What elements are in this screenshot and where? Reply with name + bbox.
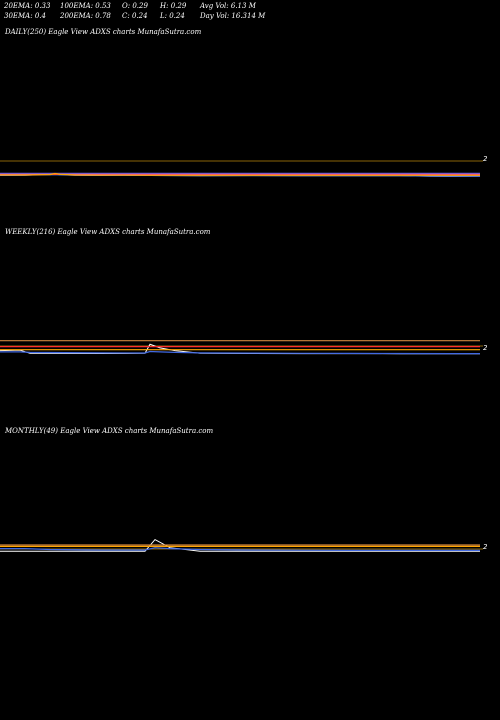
ema100-text: 100EMA: 0.53 [60,2,111,10]
daily-price-label: 2 [483,155,488,163]
ema30-text: 30EMA: 0.4 [4,12,46,20]
monthly-panel-label: MONTHLY(49) Eagle View ADXS charts Munaf… [5,427,214,435]
weekly-panel-label: WEEKLY(216) Eagle View ADXS charts Munaf… [5,228,211,236]
monthly-series-line-1 [0,547,480,552]
high-text: H: 0.29 [160,2,187,10]
day-vol-text: Day Vol: 16.314 M [200,12,266,20]
close-text: C: 0.24 [122,12,148,20]
indicator-header: 20EMA: 0.33 100EMA: 0.53 O: 0.29 H: 0.29… [0,0,500,24]
weekly-price-label: 2 [483,344,488,352]
avg-vol-text: Avg Vol: 6.13 M [200,2,256,10]
low-text: L: 0.24 [160,12,185,20]
monthly-price-label: 2 [483,543,488,551]
daily-series-line-5 [0,172,480,176]
daily-panel-label: DAILY(250) Eagle View ADXS charts Munafa… [5,28,202,36]
ema200-text: 200EMA: 0.78 [60,12,111,20]
open-text: O: 0.29 [122,2,148,10]
weekly-series-line-1 [0,350,480,355]
ema20-text: 20EMA: 0.33 [4,2,51,10]
